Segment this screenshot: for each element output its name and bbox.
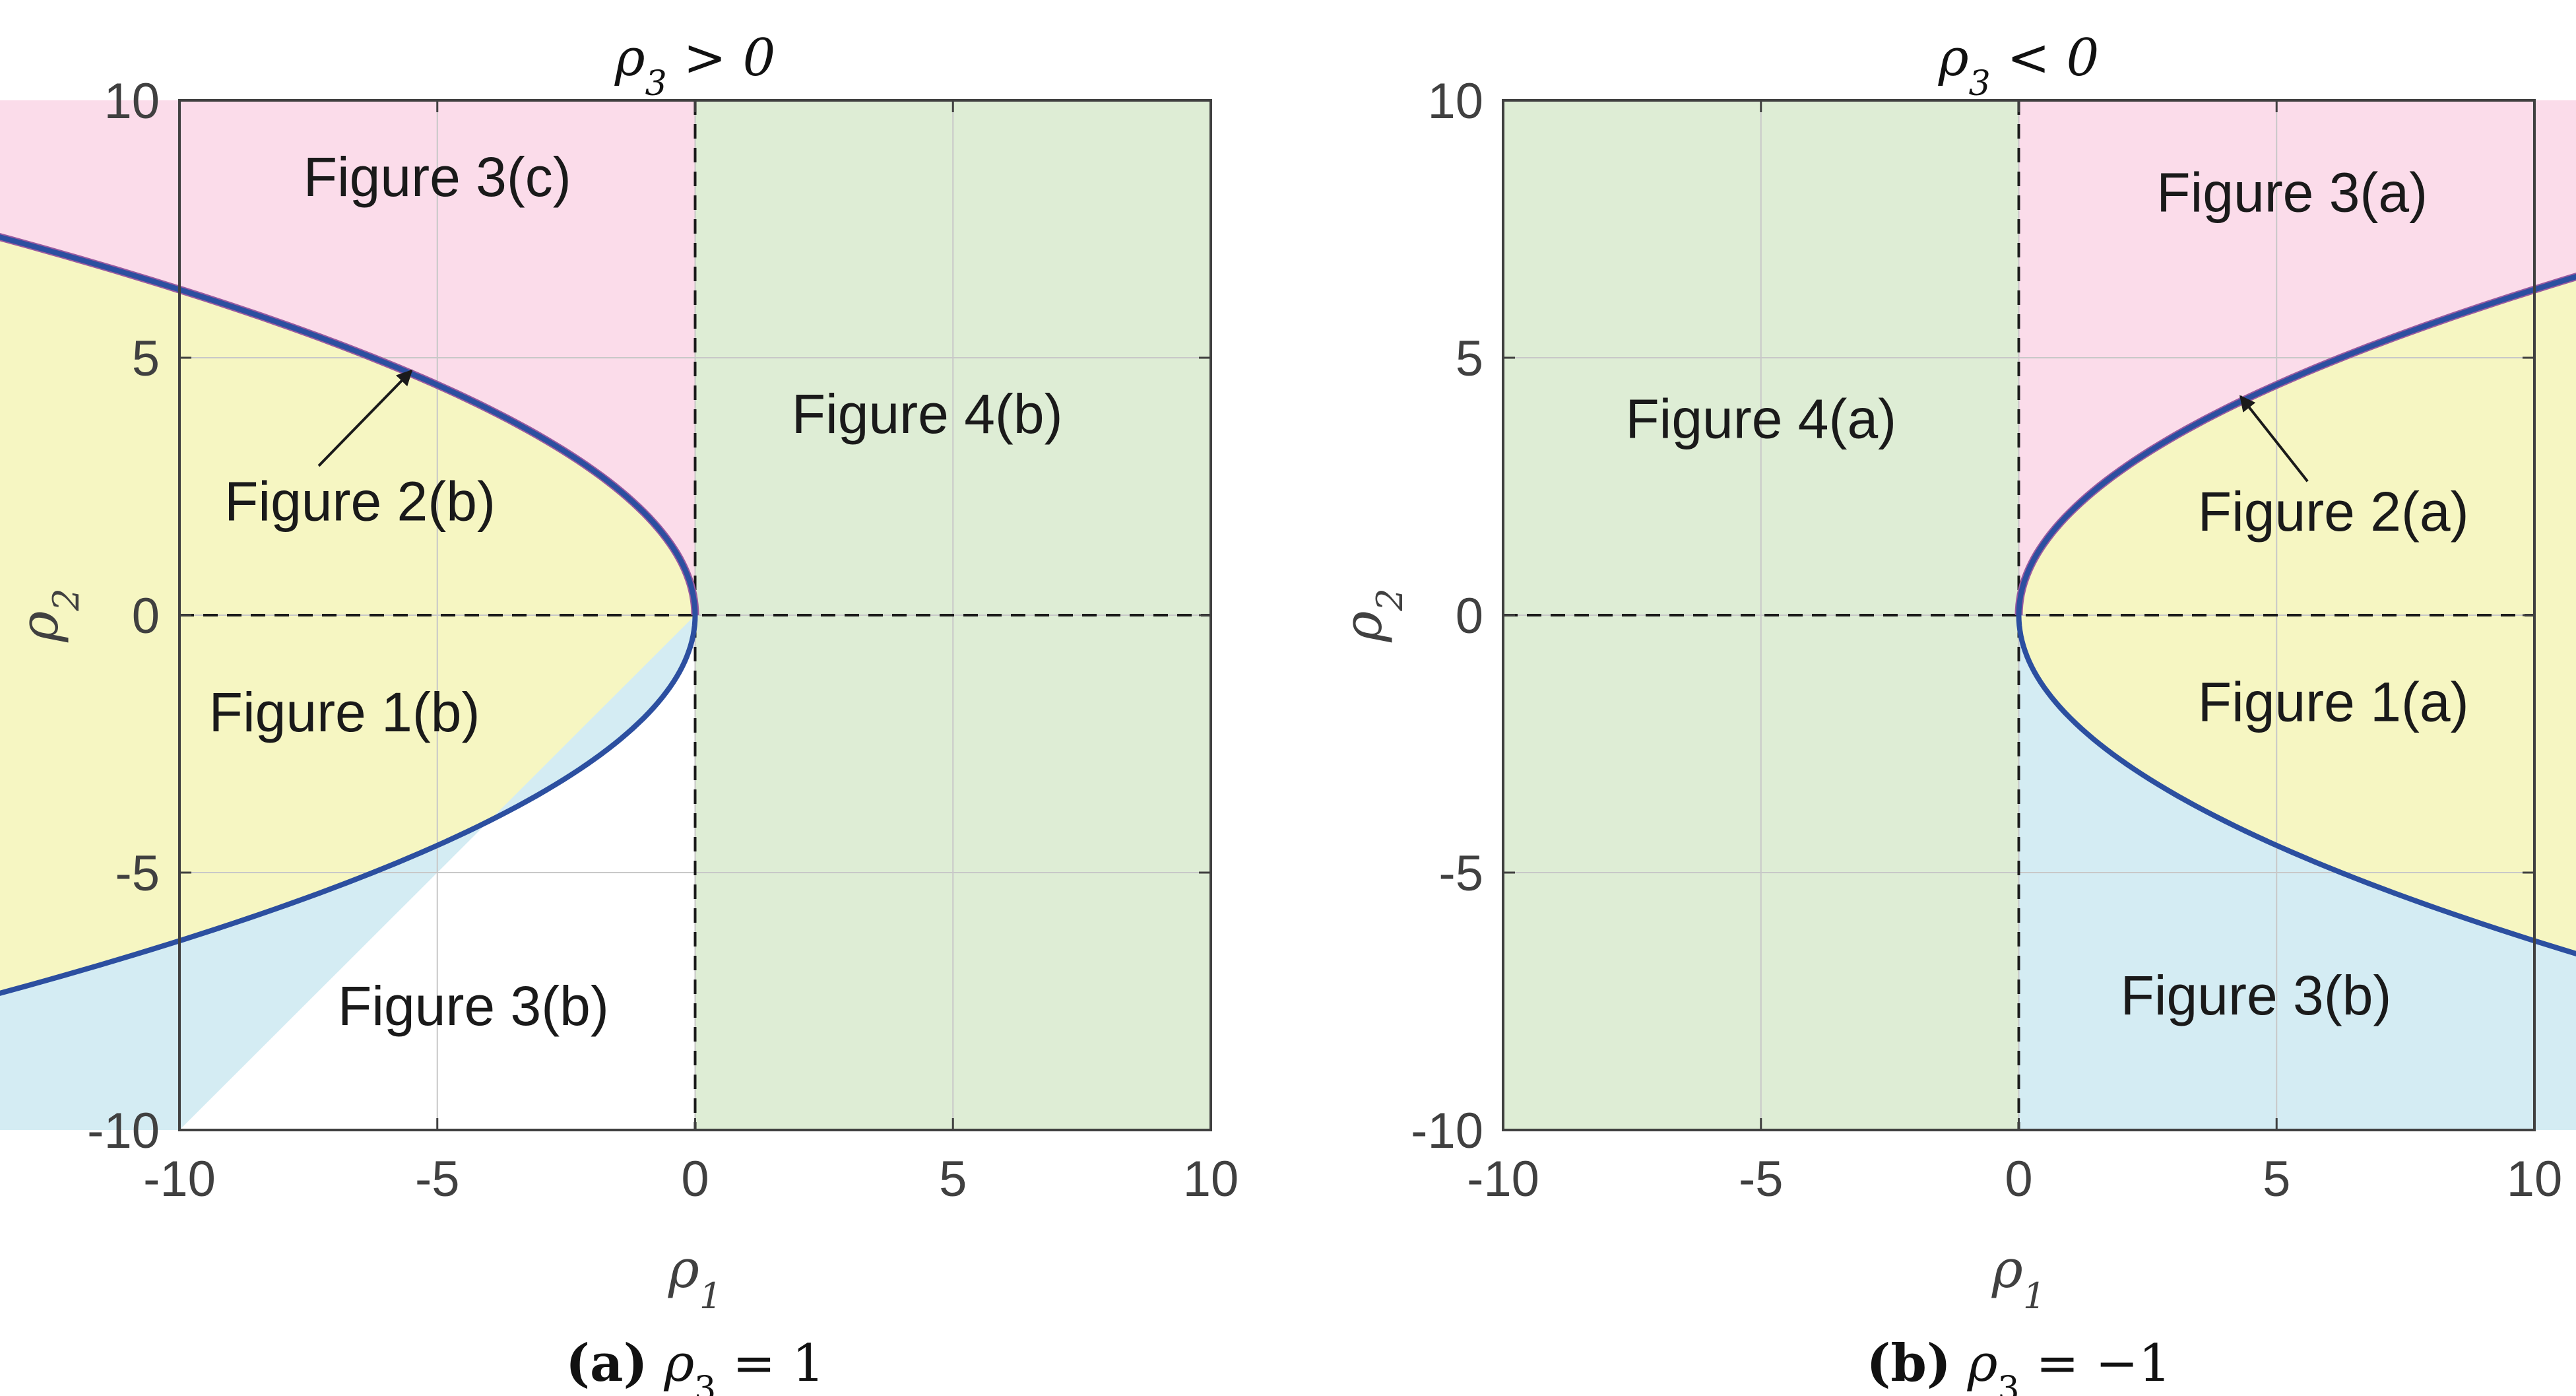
panel-b-y-ticks: -10 -5 0 5 10 (1411, 73, 2534, 1159)
panel-b-annotation-arrow (2239, 395, 2309, 482)
panel-a-annotation-arrow (317, 369, 413, 467)
panel-a-y-tick-label: 10 (104, 73, 160, 129)
panel-a-region-label: Figure 2(b) (224, 470, 496, 532)
panel-b-y-tick-label: -5 (1438, 846, 1483, 902)
panel-a-caption: (a) ρ3 = 1 (565, 1333, 825, 1396)
panel-b-region-label: Figure 3(b) (2121, 964, 2392, 1026)
panel-a: -10 -5 0 5 10 -10 -5 0 5 10 Figure 3(c) Figure 2(… (0, 28, 1239, 1396)
panel-b-region-label: Figure 3(a) (2156, 161, 2428, 223)
panel-b-x-tick-label: 5 (2263, 1151, 2290, 1207)
panel-b-y-tick-label: 0 (1456, 588, 1483, 644)
panel-b: -10 -5 0 5 10 -10 -5 0 5 10 Figure 4(a) Figure 3(… (1332, 28, 2576, 1396)
panel-a-reference-lines (179, 100, 1211, 1130)
panel-a-region-label: Figure 3(b) (338, 975, 609, 1037)
panel-a-y-ticks: -10 -5 0 5 10 (87, 73, 1211, 1159)
panel-a-boundary-curve (0, 233, 699, 996)
panel-a-y-tick-label: -10 (87, 1103, 160, 1159)
panel-b-boundary-curve (2014, 272, 2576, 956)
panel-b-y-tick-label: 10 (1427, 73, 1483, 129)
panel-b-caption: (b) ρ3 = −1 (1866, 1333, 2171, 1396)
panel-b-region-labels: Figure 4(a) Figure 3(a) Figure 2(a) Figure … (1625, 161, 2468, 1026)
panel-a-x-tick-label: -10 (143, 1151, 216, 1207)
panel-a-boundary-curve-line (0, 234, 698, 996)
panel-a-region-label: Figure 1(b) (209, 681, 480, 743)
panel-b-x-axis-label: ρ1 (1991, 1238, 2045, 1317)
panel-b-reference-lines (1503, 100, 2534, 1130)
panel-a-title: ρ3 > 0 (614, 28, 776, 104)
panel-a-y-tick-label: 5 (132, 331, 160, 387)
panel-b-region-label: Figure 4(a) (1625, 388, 1896, 450)
panel-a-x-tick-label: 5 (939, 1151, 967, 1207)
panel-b-boundary-curve-line (2016, 274, 2576, 956)
panel-a-region-labels: Figure 3(c) Figure 2(b) Figure 1(b) Figure … (209, 146, 1063, 1037)
panel-a-region-pink (0, 100, 695, 615)
panel-a-x-tick-label: -5 (415, 1151, 460, 1207)
panel-a-x-tick-label: 10 (1183, 1151, 1239, 1207)
panel-b-region-label: Figure 1(a) (2198, 671, 2469, 733)
panel-b-y-tick-label: -10 (1411, 1103, 1483, 1159)
panel-a-y-tick-label: -5 (115, 846, 160, 902)
panel-b-title: ρ3 < 0 (1938, 28, 2100, 104)
panel-b-y-axis-label: ρ2 (1332, 588, 1411, 642)
panel-b-region-label: Figure 2(a) (2198, 481, 2469, 543)
panel-a-y-axis-label: ρ2 (9, 588, 87, 642)
panel-b-x-tick-label: 10 (2507, 1151, 2563, 1207)
panel-b-x-ticks: -10 -5 0 5 10 (1467, 100, 2562, 1207)
panel-a-x-axis-label: ρ1 (668, 1238, 722, 1317)
panel-b-x-tick-label: -10 (1467, 1151, 1539, 1207)
panel-b-x-tick-label: 0 (2005, 1151, 2032, 1207)
panel-b-y-tick-label: 5 (1456, 331, 1483, 387)
panel-a-x-ticks: -10 -5 0 5 10 (143, 100, 1239, 1207)
panel-a-region-label: Figure 3(c) (304, 146, 571, 208)
panel-b-x-tick-label: -5 (1739, 1151, 1784, 1207)
panel-a-x-tick-label: 0 (681, 1151, 709, 1207)
panel-a-y-tick-label: 0 (132, 588, 160, 644)
panel-a-region-label: Figure 4(b) (792, 383, 1063, 445)
panel-a-region-blue (0, 615, 695, 1130)
